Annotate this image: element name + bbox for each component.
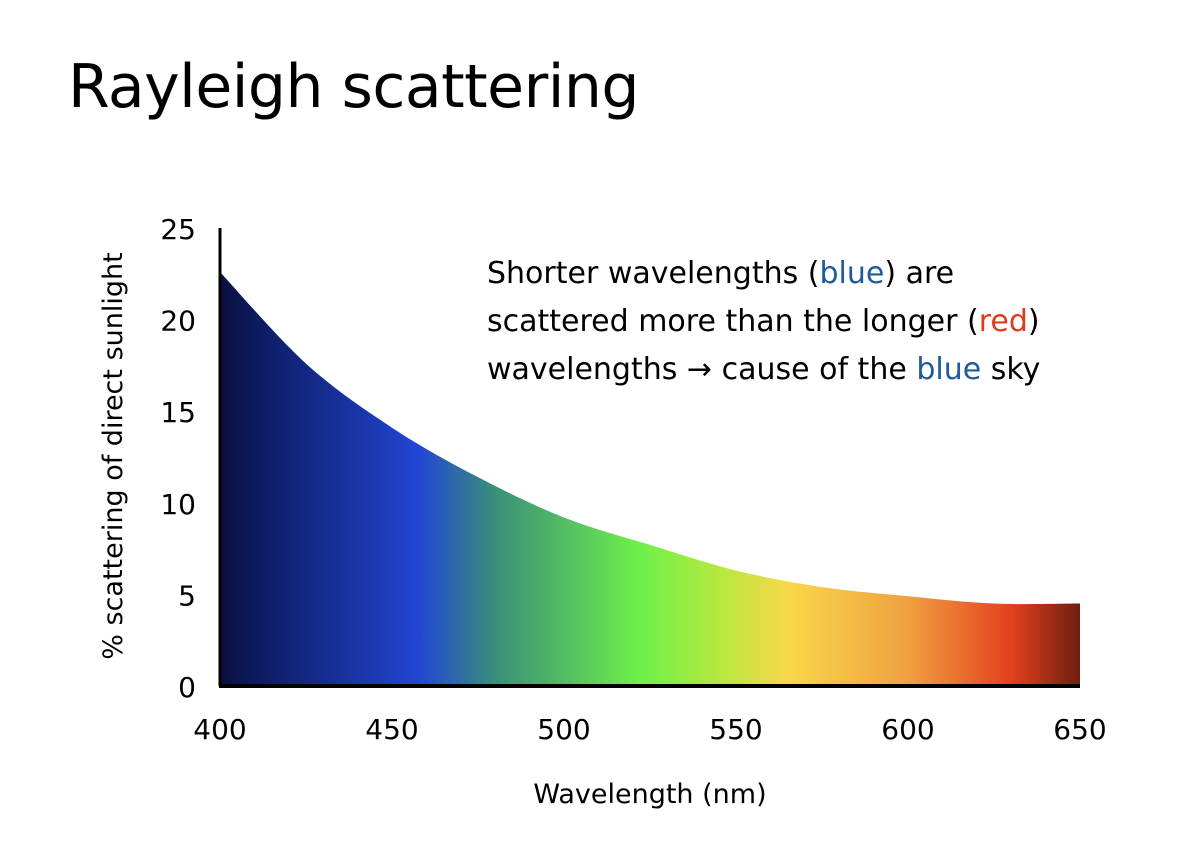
y-tick-label: 15 (160, 396, 196, 429)
annotation-text: scattered more than the longer ( (487, 304, 979, 339)
annotation-line-1: Shorter wavelengths (blue) are (487, 250, 1040, 298)
ticks-layer: 400 450 500 550 600 650 0 5 10 15 20 25 (160, 213, 1106, 746)
y-tick-label: 25 (160, 213, 196, 246)
x-tick-label: 400 (193, 713, 246, 746)
x-tick-label: 550 (709, 713, 762, 746)
chart-title: Rayleigh scattering (68, 52, 640, 122)
annotation-line-3: wavelengths → cause of the blue sky (487, 346, 1040, 394)
y-tick-label: 10 (160, 488, 196, 521)
annotation-text: wavelengths → cause of the (487, 352, 917, 387)
annotation-text: ) are (884, 256, 955, 291)
annotation-text: Shorter wavelengths ( (487, 256, 820, 291)
x-tick-label: 450 (365, 713, 418, 746)
annotation-text: ) (1027, 304, 1040, 339)
annotation-blue-word: blue (819, 256, 885, 291)
y-axis-label: % scattering of direct sunlight (98, 252, 129, 659)
annotation-red-word: red (978, 304, 1028, 339)
annotation-text: sky (981, 352, 1041, 387)
x-tick-label: 600 (881, 713, 934, 746)
area-layer (220, 271, 1080, 686)
y-tick-label: 20 (160, 305, 196, 338)
x-tick-label: 500 (537, 713, 590, 746)
scattering-area (220, 271, 1080, 686)
axes-layer (218, 228, 1080, 688)
y-tick-label: 5 (178, 579, 196, 612)
chart-annotation: Shorter wavelengths (blue) are scattered… (487, 250, 1040, 394)
y-tick-label: 0 (178, 671, 196, 704)
x-tick-label: 650 (1053, 713, 1106, 746)
annotation-blue-word: blue (916, 352, 982, 387)
x-axis-label: Wavelength (nm) (533, 779, 766, 810)
annotation-line-2: scattered more than the longer (red) (487, 298, 1040, 346)
